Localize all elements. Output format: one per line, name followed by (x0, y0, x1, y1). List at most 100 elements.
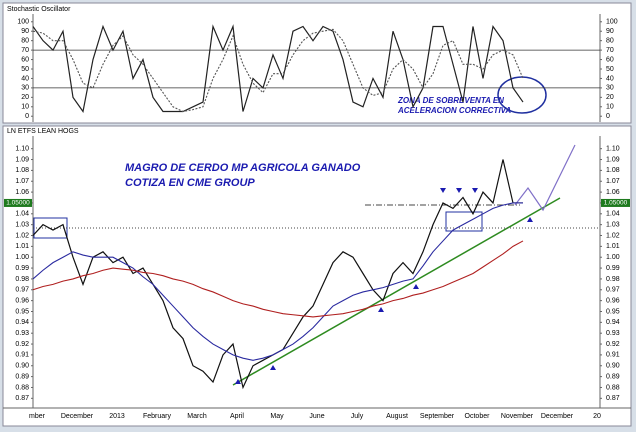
arrows (235, 188, 533, 384)
x-tick-label: December (61, 413, 94, 420)
price-marker-label: 1.05000 (6, 200, 30, 207)
arrow-down (440, 188, 478, 193)
y-tick-label: 0.99 (15, 265, 29, 272)
y-tick-label: 50 (606, 66, 614, 73)
y-tick-label: 1.07 (606, 178, 620, 185)
x-tick-label: September (420, 413, 455, 420)
annotation: MAGRO DE CERDO MP AGRICOLA GANADO (125, 162, 361, 174)
y-tick-label: 0.97 (606, 287, 620, 294)
y-tick-label: 1.01 (15, 243, 29, 250)
trend-line (232, 197, 561, 386)
x-tick-label: February (143, 413, 172, 420)
x-tick-label: May (270, 413, 284, 420)
x-tick-label: June (309, 413, 324, 420)
x-tick-label: April (230, 413, 244, 420)
y-tick-label: 0.90 (15, 363, 29, 370)
x-tick-label: December (541, 413, 574, 420)
y-tick-label: 0.94 (15, 319, 29, 326)
y-tick-label: 0.91 (15, 352, 29, 359)
y-tick-label: 1.06 (15, 189, 29, 196)
series-line (32, 28, 524, 113)
y-tick-label: 40 (606, 75, 614, 82)
y-tick-label: 1.02 (15, 232, 29, 239)
y-tick-label: 30 (21, 85, 29, 92)
y-tick-label: 80 (21, 38, 29, 45)
y-tick-label: 0.95 (15, 308, 29, 315)
annotation: ZONA DE SOBREVENTA EN (397, 96, 504, 105)
y-tick-label: 100 (17, 19, 29, 26)
y-tick-label: 50 (21, 66, 29, 73)
y-tick-label: 1.02 (606, 232, 620, 239)
panel-title: Stochastic Oscillator (7, 6, 71, 13)
panel-title: LN ETFS LEAN HOGS (7, 128, 79, 135)
y-tick-label: 60 (606, 56, 614, 63)
x-tick-label: October (465, 413, 491, 420)
series-line (32, 24, 524, 113)
y-tick-label: 0.87 (15, 395, 29, 402)
y-tick-label: 0.98 (15, 276, 29, 283)
y-tick-label: 0.95 (606, 308, 620, 315)
y-tick-label: 0.96 (606, 297, 620, 304)
y-tick-label: 80 (606, 38, 614, 45)
y-tick-label: 0.94 (606, 319, 620, 326)
y-tick-label: 0.99 (606, 265, 620, 272)
y-tick-label: 1.00 (606, 254, 620, 261)
y-tick-label: 1.00 (15, 254, 29, 261)
y-tick-label: 1.03 (15, 222, 29, 229)
stoch-panel (2, 2, 632, 124)
y-tick-label: 1.01 (606, 243, 620, 250)
y-tick-label: 1.03 (606, 222, 620, 229)
y-tick-label: 0.90 (606, 363, 620, 370)
y-tick-label: 0.91 (606, 352, 620, 359)
y-tick-label: 1.08 (606, 167, 620, 174)
annotation: COTIZA EN CME GROUP (125, 177, 255, 189)
y-tick-label: 1.08 (15, 167, 29, 174)
y-tick-label: 10 (606, 104, 614, 111)
y-tick-label: 0.87 (606, 395, 620, 402)
price-marker (4, 198, 32, 207)
y-tick-label: 1.04 (606, 211, 620, 218)
y-tick-label: 1.10 (606, 146, 620, 153)
y-tick-label: 0.88 (606, 384, 620, 391)
x-tick-label: 2013 (109, 413, 125, 420)
y-tick-label: 0 (25, 113, 29, 120)
annotation: ACELERACION CORRECTIVA (397, 106, 511, 115)
y-tick-label: 10 (21, 104, 29, 111)
y-tick-label: 90 (606, 28, 614, 35)
y-tick-label: 100 (606, 19, 618, 26)
y-tick-label: 1.04 (15, 211, 29, 218)
y-tick-label: 70 (606, 47, 614, 54)
y-tick-label: 20 (21, 94, 29, 101)
y-tick-label: 0.98 (606, 276, 620, 283)
y-tick-label: 1.07 (15, 178, 29, 185)
y-tick-label: 0.96 (15, 297, 29, 304)
y-tick-label: 1.09 (15, 156, 29, 163)
y-tick-label: 1.09 (606, 156, 620, 163)
y-tick-label: 0.97 (15, 287, 29, 294)
y-tick-label: 0.92 (606, 341, 620, 348)
x-tick-label: mber (29, 413, 46, 420)
highlight-box (445, 211, 483, 232)
series-line (32, 202, 523, 361)
y-tick-label: 70 (21, 47, 29, 54)
price-panel (2, 125, 632, 427)
y-tick-label: 40 (21, 75, 29, 82)
x-tick-label: November (501, 413, 534, 420)
projection (514, 144, 576, 212)
y-tick-label: 30 (606, 85, 614, 92)
series-line (32, 240, 524, 318)
y-tick-label: 90 (21, 28, 29, 35)
y-tick-label: 1.10 (15, 146, 29, 153)
x-tick-label: July (351, 413, 364, 420)
y-tick-label: 0 (606, 113, 610, 120)
price-marker (601, 198, 630, 207)
y-tick-label: 0.88 (15, 384, 29, 391)
y-tick-label: 0.93 (15, 330, 29, 337)
y-tick-label: 1.06 (606, 189, 620, 196)
x-tick-label: 20 (593, 413, 601, 420)
x-tick-label: August (386, 413, 408, 420)
y-tick-label: 0.89 (606, 373, 620, 380)
price-marker-label: 1.05000 (604, 200, 628, 207)
y-tick-label: 60 (21, 56, 29, 63)
